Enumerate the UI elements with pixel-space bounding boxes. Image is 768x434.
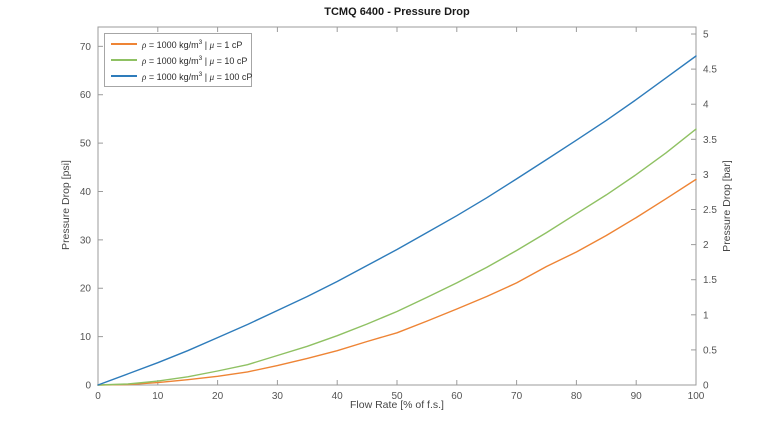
y-tick-label-right: 1.5 <box>703 275 717 286</box>
legend-item: ρ = 1000 kg/m3 | μ = 1 cP <box>105 36 251 52</box>
y-tick-label-right: 4.5 <box>703 65 717 76</box>
y-tick-label-left: 40 <box>80 187 92 198</box>
y-tick-label-right: 1 <box>703 310 709 321</box>
x-tick-label: 90 <box>631 391 643 402</box>
y-axis-label-left: Pressure Drop [psi] <box>60 160 72 250</box>
legend-line-sample-mu10 <box>111 59 137 61</box>
legend-label-mu1: ρ = 1000 kg/m3 | μ = 1 cP <box>142 39 243 50</box>
y-tick-label-right: 3 <box>703 170 709 181</box>
y-tick-label-right: 3.5 <box>703 135 717 146</box>
y-tick-label-left: 50 <box>80 139 92 150</box>
x-tick-label: 30 <box>272 391 284 402</box>
x-tick-label: 100 <box>688 391 705 402</box>
series-line-2 <box>97 55 697 386</box>
y-tick-label-left: 70 <box>80 42 92 53</box>
y-tick-label-left: 60 <box>80 90 92 101</box>
legend-label-mu100: ρ = 1000 kg/m3 | μ = 100 cP <box>142 71 253 82</box>
x-tick-label: 0 <box>95 391 101 402</box>
legend-item: ρ = 1000 kg/m3 | μ = 100 cP <box>105 68 253 84</box>
y-tick-label-right: 0.5 <box>703 345 717 356</box>
x-tick-label: 40 <box>332 391 344 402</box>
y-tick-label-left: 30 <box>80 235 92 246</box>
series-line-1 <box>97 128 697 386</box>
legend-label-mu10: ρ = 1000 kg/m3 | μ = 10 cP <box>142 55 248 66</box>
x-tick-label: 60 <box>451 391 463 402</box>
chart-title: TCMQ 6400 - Pressure Drop <box>324 6 470 18</box>
y-axis-label-right: Pressure Drop [bar] <box>721 160 733 252</box>
x-tick-label: 10 <box>152 391 164 402</box>
y-tick-label-left: 20 <box>80 284 92 295</box>
x-axis-label: Flow Rate [% of f.s.] <box>350 399 444 411</box>
x-tick-label: 20 <box>212 391 224 402</box>
series-line-0 <box>97 178 697 386</box>
y-tick-label-left: 0 <box>85 381 91 392</box>
y-tick-label-left: 10 <box>80 332 92 343</box>
y-tick-label-right: 2 <box>703 240 709 251</box>
y-tick-label-right: 4 <box>703 100 709 111</box>
x-tick-label: 50 <box>391 391 403 402</box>
legend-line-sample-mu100 <box>111 75 137 77</box>
legend-line-sample-mu1 <box>111 43 137 45</box>
legend: ρ = 1000 kg/m3 | μ = 1 cP ρ = 1000 kg/m3… <box>104 33 252 87</box>
x-tick-label: 80 <box>571 391 583 402</box>
y-tick-label-right: 0 <box>703 381 709 392</box>
y-tick-label-right: 2.5 <box>703 205 717 216</box>
x-tick-label: 70 <box>511 391 523 402</box>
legend-item: ρ = 1000 kg/m3 | μ = 10 cP <box>105 52 251 68</box>
y-tick-label-right: 5 <box>703 30 709 41</box>
